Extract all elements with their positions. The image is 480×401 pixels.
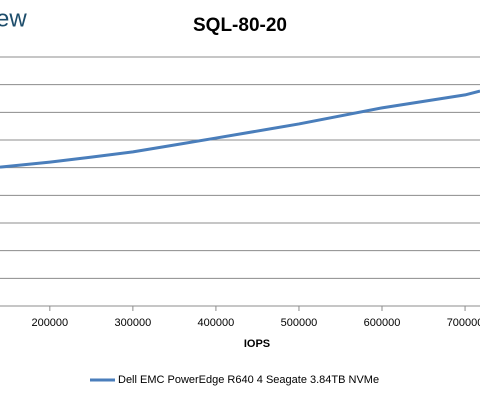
chart-title: SQL-80-20 [193, 15, 287, 36]
x-tick-label: 600000 [364, 317, 401, 329]
x-tick-label: 300000 [115, 317, 152, 329]
watermark: ew [0, 5, 27, 32]
x-tick-label: 200000 [31, 317, 68, 329]
x-tick-label: 700000 [447, 317, 480, 329]
legend-label: Dell EMC PowerEdge R640 4 Seagate 3.84TB… [118, 374, 379, 386]
x-tick-label: 400000 [198, 317, 235, 329]
data-line [0, 89, 480, 169]
x-tick-label: 500000 [281, 317, 318, 329]
x-axis-label: IOPS [244, 338, 270, 350]
